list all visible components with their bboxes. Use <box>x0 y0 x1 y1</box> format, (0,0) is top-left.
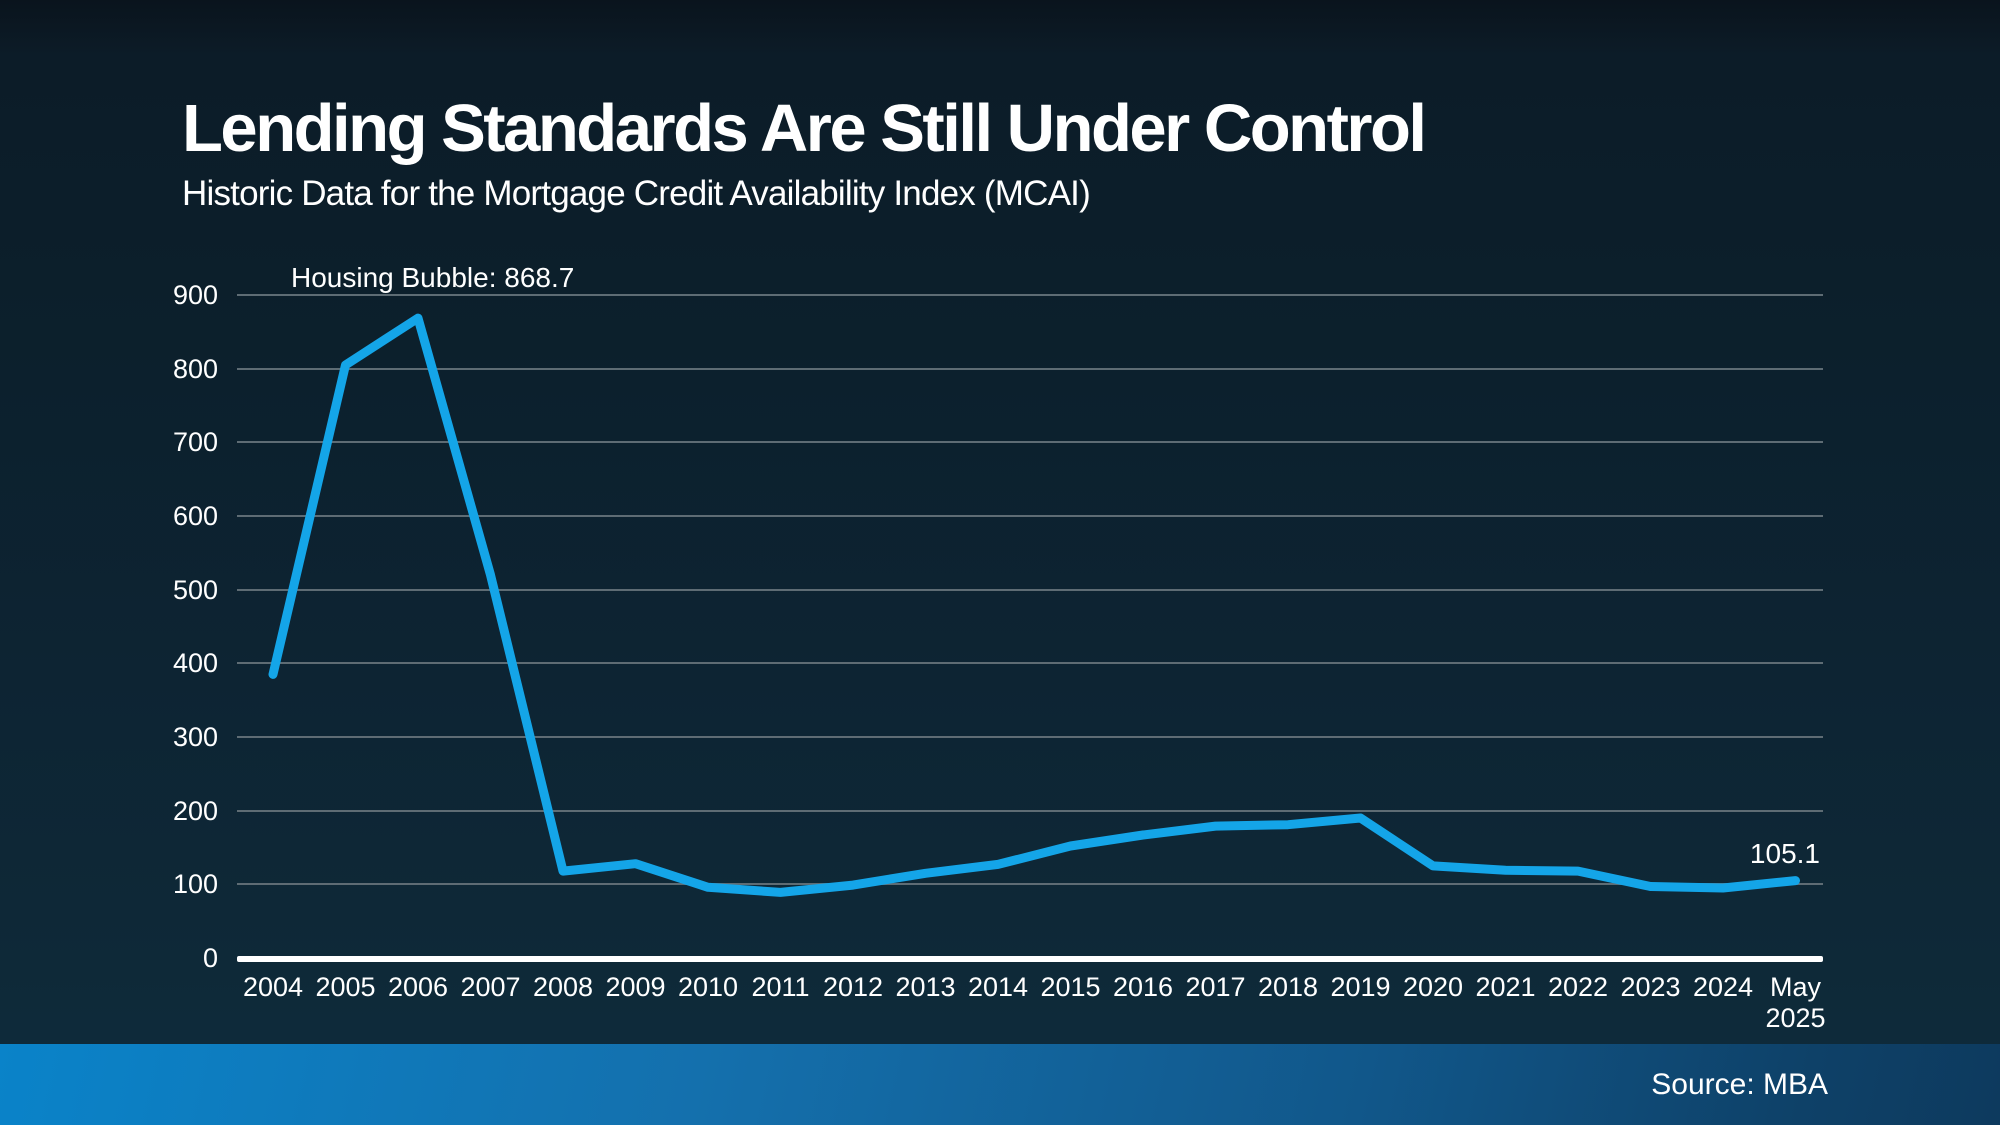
y-tick-label-200: 200 <box>172 795 218 826</box>
footer-bar: Source: MBA <box>0 1044 2000 1125</box>
x-tick-label-2012: 2012 <box>822 972 884 1002</box>
peak-annotation: Housing Bubble: 868.7 <box>291 262 575 293</box>
mcai-series-line <box>268 313 1800 897</box>
gridline-400 <box>237 662 1823 665</box>
y-tick-label-700: 700 <box>172 427 218 458</box>
x-tick-label-2021: 2021 <box>1475 972 1536 1002</box>
latest-value-annotation: 105.1 <box>1749 838 1820 869</box>
x-tick-label-2013: 2013 <box>895 972 956 1002</box>
page-title: Lending Standards Are Still Under Contro… <box>182 91 1427 166</box>
y-tick-label-0: 0 <box>202 943 218 973</box>
y-tick-label-500: 500 <box>172 574 218 605</box>
gridline-200 <box>237 809 1823 812</box>
source-label: Source: MBA <box>1651 1068 1828 1101</box>
gridline-100 <box>237 883 1823 886</box>
gridline-600 <box>237 515 1823 517</box>
y-tick-label-800: 800 <box>172 353 218 384</box>
y-tick-label-900: 900 <box>172 280 218 310</box>
y-tick-label-400: 400 <box>172 648 218 679</box>
gridline-300 <box>237 736 1823 738</box>
x-tick-label-2010: 2010 <box>677 972 739 1002</box>
x-tick-label-may-2025: May 2025 <box>1765 972 1826 1033</box>
x-axis-line <box>237 956 1823 962</box>
x-tick-label-2005: 2005 <box>315 972 376 1002</box>
x-tick-label-2015: 2015 <box>1040 972 1101 1002</box>
x-tick-label-2008: 2008 <box>532 972 594 1002</box>
gridline-500 <box>237 588 1823 591</box>
x-tick-label-2024: 2024 <box>1692 972 1754 1002</box>
page-subtitle: Historic Data for the Mortgage Credit Av… <box>182 174 1091 213</box>
x-tick-label-2023: 2023 <box>1620 972 1681 1002</box>
y-tick-label-100: 100 <box>172 869 218 900</box>
x-tick-label-2020: 2020 <box>1402 972 1464 1002</box>
x-tick-label-2004: 2004 <box>242 972 304 1002</box>
y-tick-label-600: 600 <box>172 501 218 531</box>
x-tick-label-2006: 2006 <box>387 972 449 1002</box>
x-tick-label-2016: 2016 <box>1112 972 1174 1002</box>
x-tick-label-2018: 2018 <box>1257 972 1319 1002</box>
x-tick-label-2017: 2017 <box>1185 972 1246 1002</box>
x-tick-label-2009: 2009 <box>605 972 666 1002</box>
x-tick-label-2014: 2014 <box>967 972 1029 1002</box>
y-tick-label-300: 300 <box>172 722 218 752</box>
gridline-700 <box>237 441 1823 444</box>
x-tick-label-2019: 2019 <box>1330 972 1391 1002</box>
x-tick-label-2022: 2022 <box>1547 972 1609 1002</box>
x-tick-label-2007: 2007 <box>460 972 521 1002</box>
gridline-800 <box>237 367 1823 370</box>
gridline-900 <box>237 294 1823 296</box>
x-tick-label-2011: 2011 <box>751 972 810 1002</box>
